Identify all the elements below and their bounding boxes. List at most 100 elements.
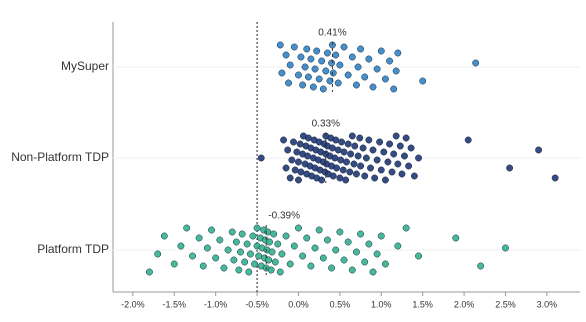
point: [203, 244, 211, 252]
point: [337, 156, 345, 164]
point: [359, 144, 367, 152]
point: [319, 85, 327, 93]
point: [336, 61, 344, 69]
point: [295, 158, 302, 166]
point: [419, 77, 427, 85]
point: [328, 59, 336, 67]
point: [357, 162, 365, 170]
point: [315, 75, 323, 83]
point: [373, 156, 381, 164]
point: [297, 168, 305, 176]
point: [339, 166, 347, 174]
point: [304, 152, 312, 160]
point: [380, 148, 388, 156]
point: [401, 152, 408, 160]
point: [304, 73, 312, 81]
point: [369, 83, 377, 91]
point: [361, 258, 369, 266]
point: [315, 226, 323, 234]
point: [307, 262, 315, 270]
point: [220, 264, 228, 272]
point: [278, 250, 286, 258]
point: [336, 174, 344, 182]
median-label: -0.39%: [268, 211, 300, 222]
point: [381, 260, 389, 268]
point: [265, 256, 273, 264]
point: [280, 136, 288, 144]
point: [415, 252, 422, 260]
point: [402, 134, 410, 142]
point: [322, 67, 330, 75]
point: [324, 236, 331, 244]
point: [170, 260, 178, 268]
point: [241, 258, 249, 266]
point: [232, 238, 240, 246]
point: [303, 234, 311, 242]
point: [464, 136, 472, 144]
point: [313, 47, 321, 55]
point: [344, 238, 352, 246]
point: [329, 172, 337, 180]
point: [535, 146, 543, 154]
point: [288, 156, 296, 164]
point: [342, 176, 350, 184]
point: [361, 73, 369, 81]
point: [267, 266, 275, 274]
point: [377, 47, 385, 55]
point: [402, 224, 410, 232]
point: [293, 148, 301, 156]
median-label: 0.41%: [318, 28, 346, 39]
point: [352, 248, 360, 256]
point: [386, 140, 394, 148]
point: [237, 248, 244, 256]
point: [376, 138, 384, 146]
point: [199, 262, 207, 270]
point: [307, 55, 315, 63]
point: [369, 268, 377, 276]
point: [398, 170, 406, 178]
point: [195, 234, 203, 242]
point: [282, 232, 290, 240]
point: [318, 57, 326, 65]
point: [282, 51, 290, 59]
point: [257, 154, 265, 162]
point: [216, 236, 224, 244]
point: [452, 234, 460, 242]
point: [278, 69, 286, 77]
point: [388, 168, 396, 176]
point: [309, 83, 317, 91]
point: [311, 65, 319, 73]
point: [502, 244, 509, 252]
point: [304, 134, 312, 142]
point: [255, 252, 263, 260]
point: [405, 162, 413, 170]
point: [324, 49, 331, 57]
point: [394, 160, 402, 168]
x-tick-label: 3.0%: [537, 299, 558, 309]
point: [247, 250, 254, 258]
point: [297, 53, 305, 61]
category-label: Platform TDP: [37, 242, 109, 256]
point: [344, 140, 352, 148]
point: [331, 154, 339, 162]
point: [160, 232, 168, 240]
point: [276, 268, 284, 276]
point: [183, 224, 191, 232]
point: [369, 146, 377, 154]
point: [282, 164, 290, 172]
median-label: 0.33%: [312, 119, 340, 130]
point: [386, 57, 394, 65]
point: [295, 176, 302, 184]
point: [346, 168, 354, 176]
point: [354, 152, 362, 160]
point: [357, 230, 365, 238]
point: [390, 85, 398, 93]
point: [381, 75, 389, 83]
point: [296, 140, 304, 148]
point: [228, 228, 236, 236]
point: [286, 174, 294, 182]
point: [328, 144, 336, 152]
point: [377, 232, 385, 240]
point: [351, 142, 359, 150]
